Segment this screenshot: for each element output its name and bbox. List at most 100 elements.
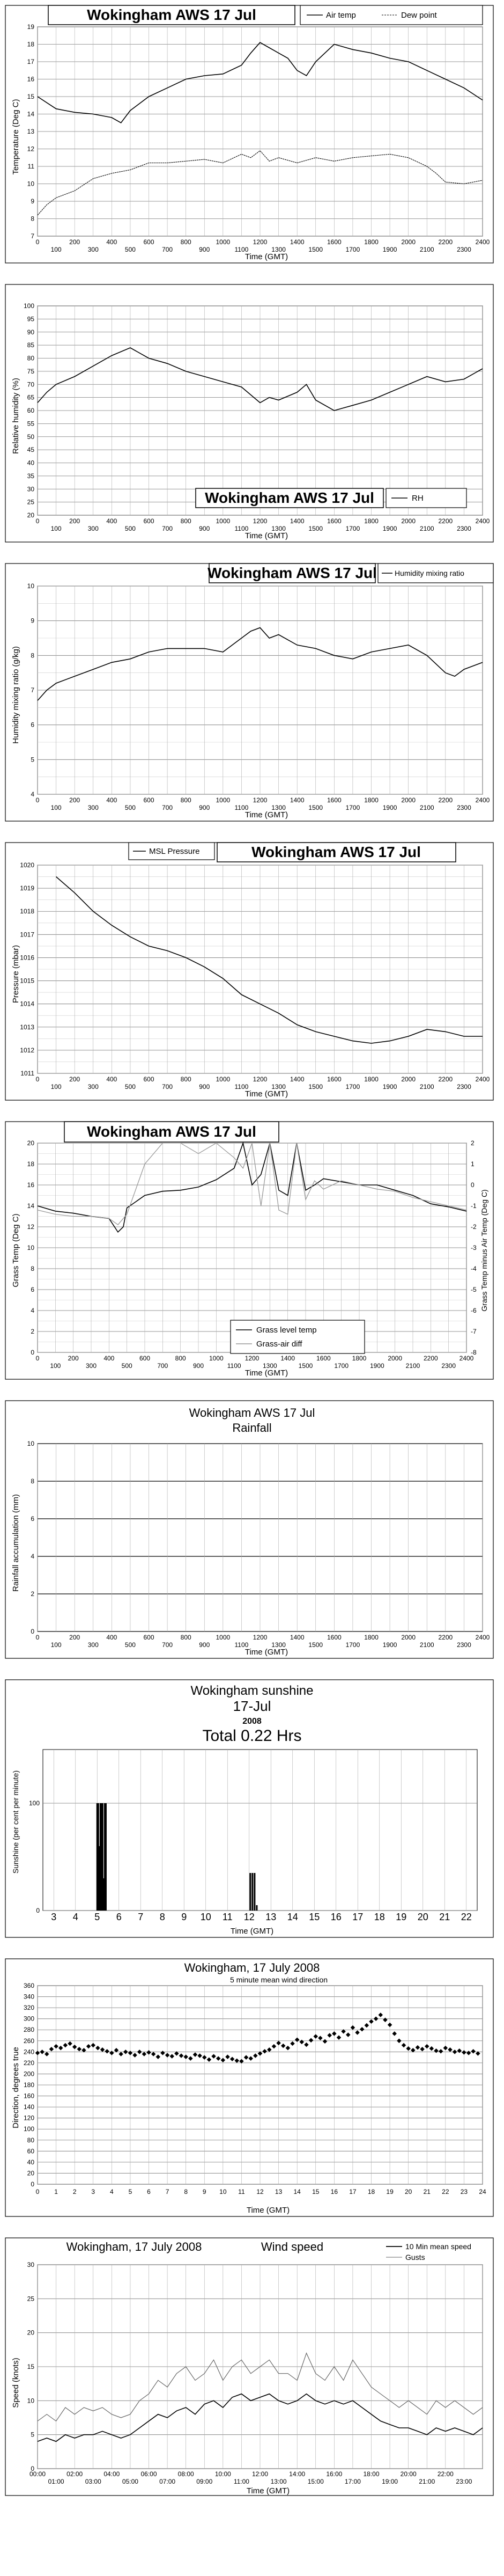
x-tick-label: 17 bbox=[349, 2188, 357, 2196]
x-tick-label: 1800 bbox=[364, 796, 379, 804]
chart-subtitle: 17-Jul bbox=[233, 1698, 271, 1714]
x-tick-label: 100 bbox=[51, 1641, 62, 1649]
x-axis-label: Time (GMT) bbox=[247, 2486, 290, 2496]
y-tick-label: 360 bbox=[24, 1982, 34, 1989]
x-tick-label: 700 bbox=[157, 1362, 168, 1370]
sunshine-bar bbox=[254, 1873, 256, 1911]
x-tick-label: 2200 bbox=[424, 1355, 438, 1362]
x-axis-label: Time (GMT) bbox=[245, 1368, 288, 1378]
x-tick-label: 1000 bbox=[216, 517, 230, 525]
data-point bbox=[169, 2054, 174, 2059]
y-tick-label: 160 bbox=[24, 2092, 34, 2100]
data-point bbox=[369, 2019, 374, 2024]
chart-title: Wokingham AWS 17 Jul bbox=[251, 844, 421, 860]
x-tick-label: 3 bbox=[51, 1912, 56, 1922]
sunshine-bar bbox=[102, 1878, 105, 1911]
x-tick-label: 400 bbox=[106, 238, 117, 246]
y-tick-label: 4 bbox=[31, 1307, 34, 1314]
x-tick-label: 22 bbox=[442, 2188, 449, 2196]
y-tick-label-right: -6 bbox=[471, 1307, 477, 1314]
x-tick-label: 2100 bbox=[420, 804, 434, 811]
x-tick-label: 05:00 bbox=[122, 2478, 138, 2485]
x-tick-label: 2300 bbox=[457, 1641, 471, 1649]
y-axis-label: Rainfall accumulation (mm) bbox=[11, 1494, 20, 1592]
chart-subtitle: Wind speed bbox=[261, 2240, 323, 2253]
sunshine-bar bbox=[101, 1803, 103, 1911]
y-tick-label-right: 1 bbox=[471, 1160, 475, 1168]
x-tick-label: 600 bbox=[143, 796, 154, 804]
x-tick-label: 1900 bbox=[383, 1083, 397, 1091]
sunshine-bar bbox=[100, 1803, 102, 1911]
chart-title: Wokingham AWS 17 Jul bbox=[189, 1406, 315, 1419]
x-tick-label: 1300 bbox=[271, 525, 286, 532]
x-tick-label: 23 bbox=[461, 2188, 468, 2196]
y-tick-label: 2 bbox=[31, 1328, 34, 1335]
legend-label-air-temp: Air temp bbox=[326, 11, 356, 20]
data-point bbox=[471, 2049, 476, 2054]
x-tick-label: 600 bbox=[143, 1075, 154, 1083]
data-point bbox=[425, 2044, 429, 2049]
x-tick-label: 23:00 bbox=[456, 2478, 472, 2485]
x-axis-label: Time (GMT) bbox=[231, 1927, 273, 1936]
y-tick-label: 20 bbox=[27, 511, 35, 519]
x-tick-label: 0 bbox=[36, 238, 40, 246]
x-tick-label: 04:00 bbox=[103, 2470, 120, 2478]
x-tick-label: 700 bbox=[162, 525, 173, 532]
y-tick-label: 20 bbox=[27, 2329, 35, 2337]
x-tick-label: 200 bbox=[69, 796, 80, 804]
x-tick-label: 14:00 bbox=[289, 2470, 305, 2478]
mixing-ratio-chart-panel: 4 5 6 7 8 9 10 0 100 200 300 400 500 600 700 800 900 1000… bbox=[0, 558, 504, 826]
x-tick-label: 0 bbox=[36, 517, 40, 525]
x-tick-label: 700 bbox=[162, 246, 173, 253]
x-tick-label: 2300 bbox=[441, 1362, 456, 1370]
y-tick-label: 1020 bbox=[20, 861, 34, 869]
x-tick-label: 500 bbox=[125, 525, 136, 532]
x-tick-label: 1400 bbox=[280, 1355, 295, 1362]
y-tick-label: 35 bbox=[27, 472, 35, 480]
y-tick-label: 16 bbox=[27, 1181, 35, 1189]
data-point bbox=[220, 2058, 226, 2062]
y-tick-label: 300 bbox=[24, 2015, 34, 2023]
x-tick-label: 2000 bbox=[401, 1634, 416, 1641]
x-tick-label: 13 bbox=[265, 1912, 276, 1922]
y-tick-label: 60 bbox=[27, 2147, 35, 2155]
x-tick-label: 2100 bbox=[406, 1362, 420, 1370]
pressure-chart: 1011 1012 1013 1014 1015 1016 1017 1018 1019 1020… bbox=[5, 842, 494, 1101]
x-tick-label: 17:00 bbox=[345, 2478, 361, 2485]
x-tick-label: 4 bbox=[110, 2188, 114, 2196]
y-tick-label-right: -2 bbox=[471, 1223, 477, 1231]
x-tick-label: 7 bbox=[138, 1912, 143, 1922]
temperature-chart-panel: 7 8 9 10 11 12 13 14 15 16 17 18 19 0 100 200 300 400 500 6… bbox=[0, 0, 504, 268]
x-tick-label: 1100 bbox=[235, 804, 249, 811]
chart-title-box bbox=[217, 842, 456, 862]
x-tick-label: 300 bbox=[88, 525, 99, 532]
x-tick-label: 0 bbox=[36, 796, 40, 804]
x-tick-label: 24 bbox=[479, 2188, 486, 2196]
y-tick-label: 95 bbox=[27, 315, 35, 323]
x-tick-label: 1300 bbox=[271, 804, 286, 811]
x-tick-label: 300 bbox=[86, 1362, 97, 1370]
y-tick-label: 1014 bbox=[20, 1000, 34, 1008]
x-tick-label: 8 bbox=[184, 2188, 188, 2196]
x-tick-label: 2400 bbox=[476, 796, 490, 804]
sunshine-bar bbox=[97, 1803, 99, 1911]
y-tick-label: 1019 bbox=[20, 884, 34, 892]
data-point bbox=[322, 2039, 328, 2044]
x-tick-label: 500 bbox=[125, 1641, 136, 1649]
x-tick-label: 2200 bbox=[438, 1634, 453, 1641]
x-tick-label: 2 bbox=[73, 2188, 77, 2196]
y-tick-label: 10 bbox=[27, 1440, 35, 1447]
y-tick-label: 280 bbox=[24, 2026, 34, 2033]
y-tick-label: 100 bbox=[24, 2125, 34, 2133]
x-tick-label: 500 bbox=[122, 1362, 132, 1370]
chart-title: Wokingham sunshine bbox=[190, 1684, 313, 1698]
data-point bbox=[151, 2052, 156, 2057]
x-axis-label: Time (GMT) bbox=[247, 2206, 290, 2215]
legend-box bbox=[230, 1320, 365, 1354]
x-axis-label: Time (GMT) bbox=[245, 1089, 288, 1099]
x-tick-label: 20 bbox=[405, 2188, 412, 2196]
x-tick-label: 600 bbox=[139, 1355, 150, 1362]
series-line-rh bbox=[37, 347, 483, 411]
y-tick-label: 15 bbox=[27, 2363, 35, 2370]
sunshine-bar bbox=[99, 1803, 101, 1911]
